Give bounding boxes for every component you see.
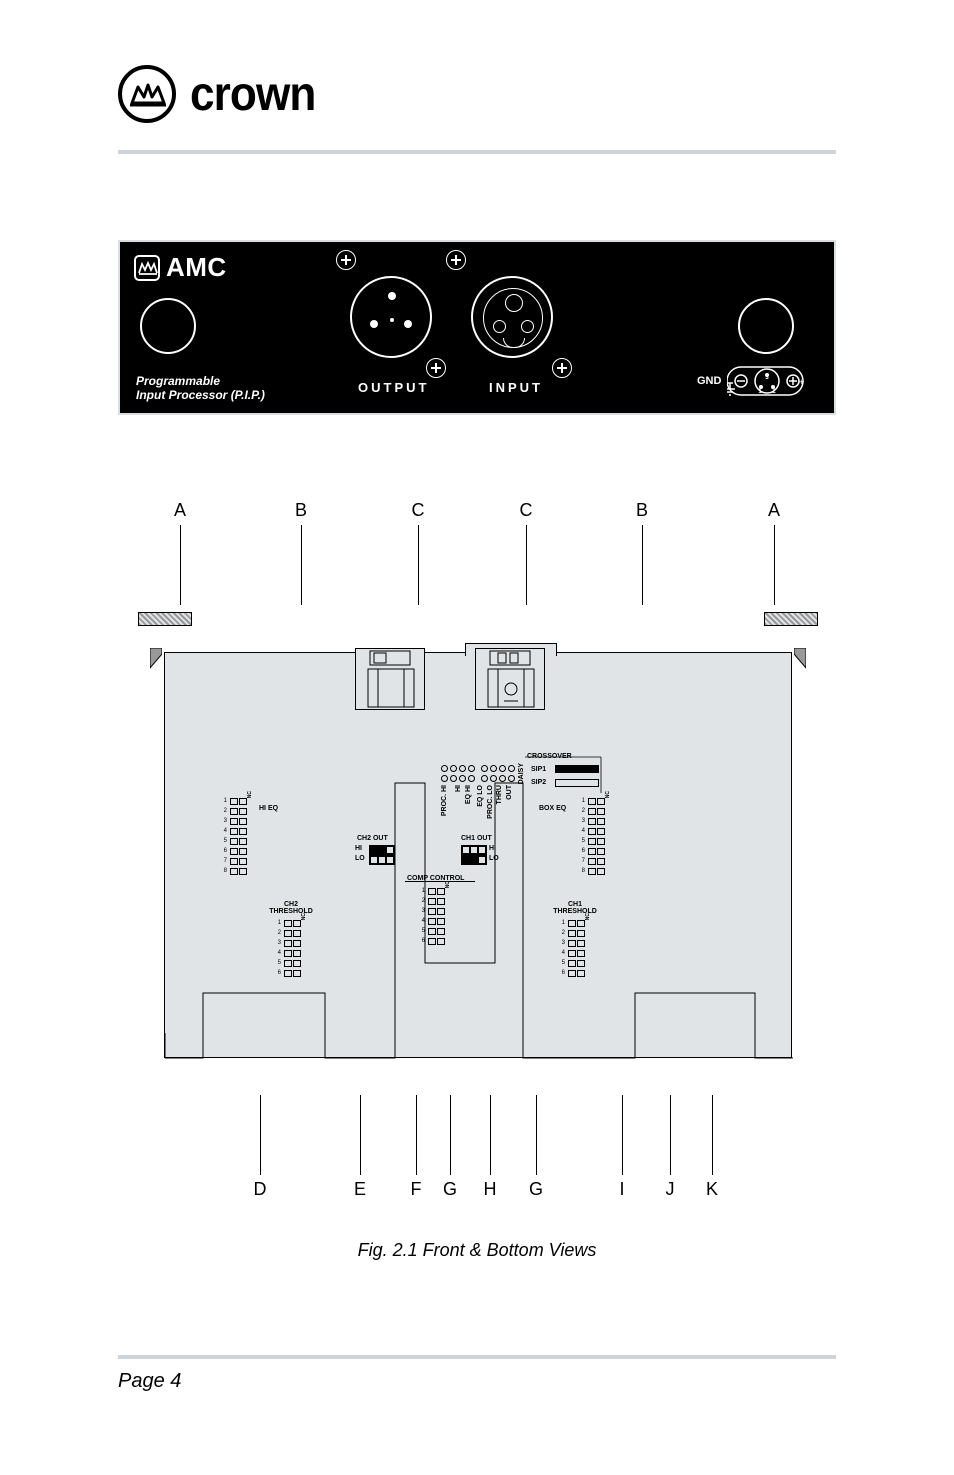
pip-line2: Input Processor (P.I.P.) — [136, 388, 265, 402]
xlr-output-connector — [350, 276, 432, 358]
ref-letter-top: A — [766, 500, 782, 605]
xlr-center — [390, 318, 394, 322]
rail-edge-icon — [794, 648, 804, 666]
crown-logo-icon — [118, 65, 176, 123]
pip-line1: Programmable — [136, 374, 220, 388]
barrier-strip: GND 3 1 2 − — [727, 363, 797, 399]
ref-letter-bottom: G — [442, 1095, 458, 1200]
gnd-label: GND — [697, 375, 721, 387]
page-number: Page 4 — [118, 1370, 181, 1393]
amc-text: AMC — [166, 252, 227, 283]
xlr-pin — [521, 320, 534, 333]
brand-text: crown — [190, 67, 315, 122]
screw-icon — [446, 250, 466, 270]
pip-label: Programmable Input Processor (P.I.P.) — [136, 375, 265, 403]
ref-letter-bottom: D — [252, 1095, 268, 1200]
xlr-group: OUTPUT INPUT — [336, 252, 596, 407]
screw-icon — [426, 358, 446, 378]
xlr-input-connector — [471, 276, 553, 358]
bottom-view-diagram: ABCCBA DEFGHGIJK — [138, 500, 818, 1200]
figure-caption: Fig. 2.1 Front & Bottom Views — [118, 1240, 836, 1261]
rail-edge-icon — [150, 648, 160, 666]
mounting-hole-right — [738, 298, 794, 354]
ref-letter-bottom: G — [528, 1095, 544, 1200]
pcb-board: CROSSOVER SIP1 SIP2 DAISY OUT THRU PROC.… — [164, 652, 792, 1058]
xlr-pin — [505, 294, 523, 312]
xlr-pin — [370, 320, 378, 328]
ref-letter-top: A — [172, 500, 188, 605]
grating-icon — [138, 612, 192, 626]
screw-icon — [336, 250, 356, 270]
amc-label-group: AMC — [134, 252, 227, 283]
ref-letter-bottom: K — [704, 1095, 720, 1200]
header: crown — [118, 65, 836, 123]
grating-icon — [764, 612, 818, 626]
ref-letter-top: C — [410, 500, 426, 605]
amc-crown-icon — [134, 255, 160, 281]
xlr-pin — [404, 320, 412, 328]
ref-letter-top: B — [634, 500, 650, 605]
ref-letter-bottom: F — [408, 1095, 424, 1200]
ref-letter-bottom: J — [662, 1095, 678, 1200]
ref-letter-bottom: H — [482, 1095, 498, 1200]
svg-text:+: + — [799, 377, 804, 387]
header-rule — [118, 150, 836, 154]
xlr-latch — [503, 338, 525, 348]
xlr-pin — [493, 320, 506, 333]
ref-letter-bottom: E — [352, 1095, 368, 1200]
output-label: OUTPUT — [358, 380, 429, 395]
screw-icon — [552, 358, 572, 378]
xlr-pin — [388, 292, 396, 300]
ref-letter-bottom: I — [614, 1095, 630, 1200]
front-panel: AMC Programmable Input Processor (P.I.P.… — [118, 240, 836, 415]
input-label: INPUT — [489, 380, 543, 395]
footer-rule — [118, 1355, 836, 1359]
mounting-hole-left — [140, 298, 196, 354]
ref-letter-top: C — [518, 500, 534, 605]
svg-text:−: − — [738, 363, 744, 366]
guide-lines — [165, 653, 793, 1059]
ref-letter-top: B — [293, 500, 309, 605]
